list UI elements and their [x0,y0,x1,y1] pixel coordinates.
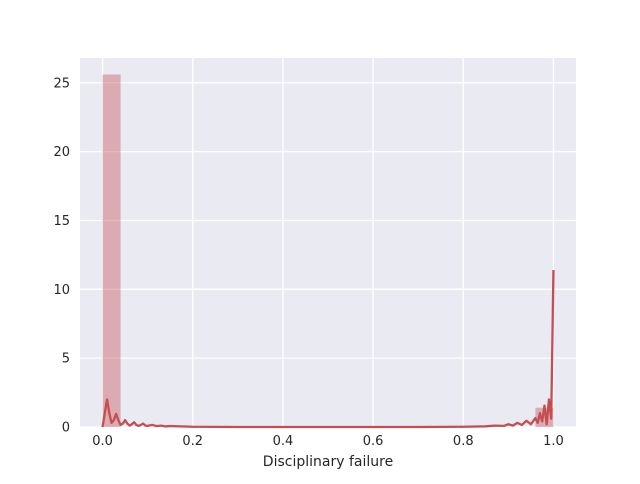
x-tick-label: 0.2 [182,434,203,449]
x-tick-label: 0.4 [273,434,294,449]
y-axis-ticks: 0 5 10 15 20 25 [53,76,70,435]
y-tick-label: 5 [62,352,70,367]
plot-background [80,58,576,427]
kde-line [101,270,555,429]
histogram-bars [102,74,554,427]
y-tick-label: 25 [53,76,70,91]
x-axis-label: Disciplinary failure [263,454,393,470]
y-tick-label: 0 [62,421,70,436]
x-tick-label: 0.8 [453,434,474,449]
x-tick-label: 1.0 [543,434,564,449]
x-tick-label: 0.6 [363,434,384,449]
x-tick-label: 0.0 [92,434,113,449]
histogram-bar [102,74,121,427]
y-tick-label: 15 [53,214,70,229]
y-tick-label: 20 [53,145,70,160]
x-axis-ticks: 0.0 0.2 0.4 0.6 0.8 1.0 [92,434,564,449]
y-tick-label: 10 [53,283,70,298]
